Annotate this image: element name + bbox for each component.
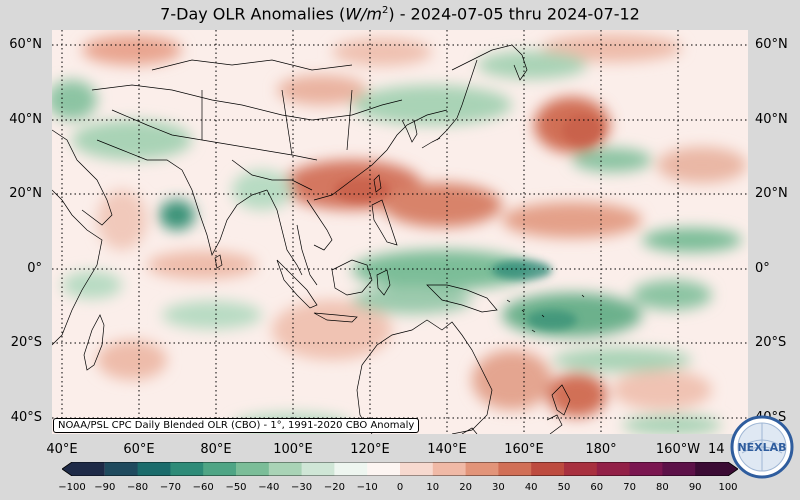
colorbar-tick-label: −40 <box>258 482 280 493</box>
colorbar-tick-label: −70 <box>159 482 181 493</box>
colorbar-segment <box>432 462 467 476</box>
colorbar-segment <box>170 462 204 476</box>
colorbar-segment <box>367 462 401 476</box>
colorbar-tick-label: 70 <box>623 482 636 493</box>
lon-label-180: 180° <box>585 442 617 457</box>
title-prefix: 7-Day OLR Anomalies ( <box>160 4 346 24</box>
lat-label-right-0: 0° <box>755 261 770 276</box>
colorbar-segment <box>629 462 663 476</box>
nexlab-logo: NEXLAB <box>730 415 794 479</box>
olr-anomaly-map <box>52 30 748 434</box>
lat-label-right-20n: 20°N <box>755 186 788 201</box>
lon-label-160w: 160°W <box>655 442 701 457</box>
colorbar-segment <box>465 462 499 476</box>
lat-label-left-20n: 20°N <box>9 186 42 201</box>
colorbar-segment <box>62 462 105 476</box>
lat-label-left-40n: 40°N <box>9 112 42 127</box>
colorbar-tick-label: 40 <box>524 482 538 493</box>
colorbar-segment <box>531 462 565 476</box>
colorbar-segment <box>137 462 171 476</box>
colorbar-tick-label: 100 <box>718 482 738 493</box>
colorbar-segment <box>268 462 303 476</box>
colorbar-tick-label: −30 <box>291 482 313 493</box>
colorbar-tick-label: −100 <box>58 482 86 493</box>
colorbar-tick-label: 60 <box>590 482 604 493</box>
lon-label-60e: 60°E <box>123 442 155 457</box>
colorbar-tick-label: 20 <box>459 482 472 493</box>
lon-label-160e: 160°E <box>504 442 544 457</box>
title-unit-exponent: 2 <box>381 5 389 16</box>
colorbar-segment <box>695 462 738 476</box>
lon-label-120e: 120°E <box>350 442 390 457</box>
map-title: 7-Day OLR Anomalies (W/m2) - 2024-07-05 … <box>0 0 800 25</box>
colorbar-segment <box>104 462 139 476</box>
lat-label-right-40n: 40°N <box>755 112 788 127</box>
colorbar-segment <box>236 462 270 476</box>
colorbar-tick-label: −20 <box>323 482 345 493</box>
colorbar-tick-label: −10 <box>356 482 378 493</box>
colorbar-segment <box>498 462 532 476</box>
colorbar <box>62 462 738 476</box>
colorbar-tick-label: −80 <box>127 482 149 493</box>
colorbar-tick-label: 80 <box>656 482 669 493</box>
colorbar-tick-label: −50 <box>225 482 247 493</box>
colorbar-segment <box>301 462 335 476</box>
lat-label-left-0: 0° <box>27 261 42 276</box>
colorbar-segment <box>662 462 696 476</box>
colorbar-tick-label: 90 <box>688 482 702 493</box>
title-suffix: ) - 2024-07-05 thru 2024-07-12 <box>388 4 640 24</box>
colorbar-segment <box>334 462 368 476</box>
colorbar-tick-label: 10 <box>426 482 440 493</box>
colorbar-segment <box>596 462 631 476</box>
logo-text: NEXLAB <box>737 441 786 454</box>
colorbar-tick-label: −90 <box>94 482 116 493</box>
lon-label-140e: 140°E <box>427 442 467 457</box>
colorbar-segment <box>564 462 598 476</box>
data-source-note: NOAA/PSL CPC Daily Blended OLR (CBO) - 1… <box>53 418 420 433</box>
lat-label-left-20s: 20°S <box>10 335 42 350</box>
title-unit: W/m <box>345 4 382 24</box>
colorbar-tick-label: −60 <box>192 482 214 493</box>
colorbar-tick-label: 30 <box>492 482 505 493</box>
colorbar-tick-label: 0 <box>396 482 404 493</box>
colorbar-segment <box>400 462 434 476</box>
lat-label-left-60n: 60°N <box>9 37 42 52</box>
lon-label-40e: 40°E <box>46 442 78 457</box>
lat-label-right-60n: 60°N <box>755 37 788 52</box>
colorbar-segment <box>203 462 237 476</box>
lon-label-100e: 100°E <box>273 442 313 457</box>
lat-label-right-20s: 20°S <box>755 335 787 350</box>
lon-label-80e: 80°E <box>200 442 232 457</box>
colorbar-tick-label: 50 <box>557 482 571 493</box>
lon-label-140w-partial: 14 <box>708 442 725 457</box>
lat-label-left-40s: 40°S <box>10 410 42 425</box>
